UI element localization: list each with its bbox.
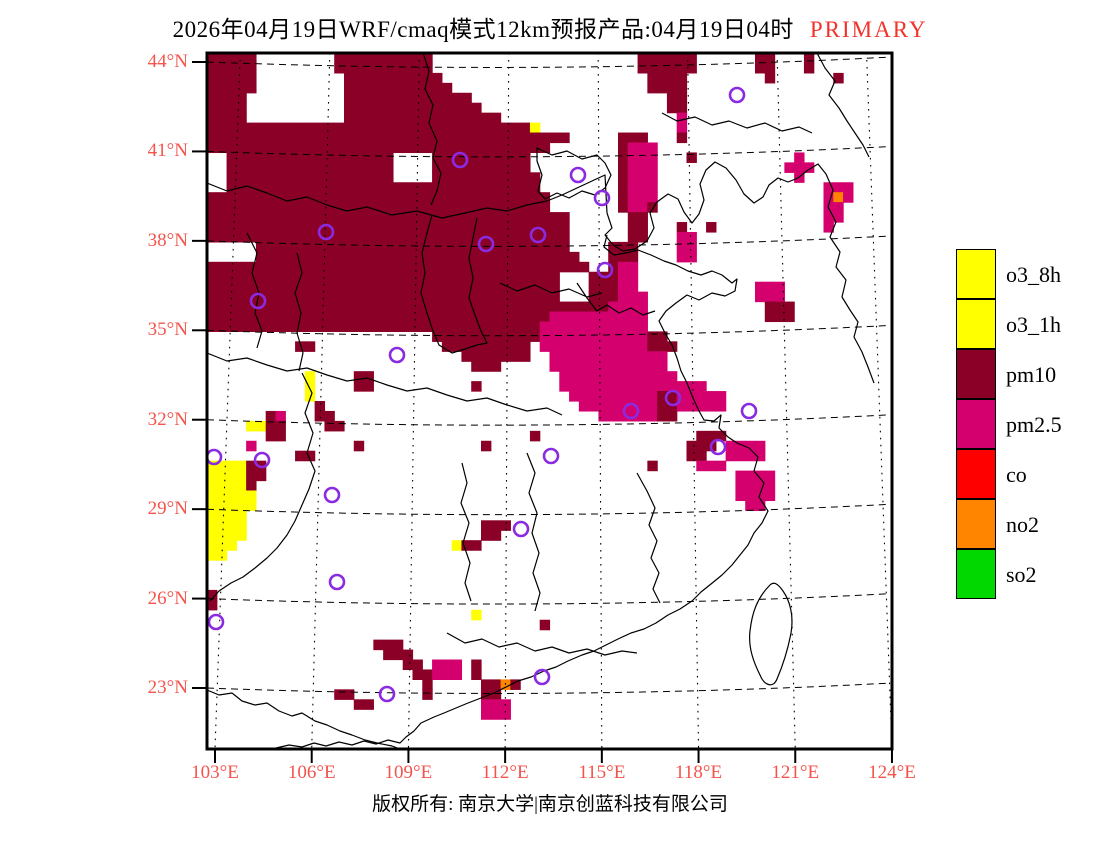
lat-tick-label: 38°N [147,229,188,251]
legend-label: no2 [1006,512,1039,537]
legend-swatch [956,499,996,549]
forecast-title-highlight: PRIMARY [809,17,928,42]
city-marker-circle [253,451,271,469]
legend-swatch [956,449,996,499]
city-marker-circle [317,223,335,241]
axis-ticks [192,61,893,763]
lon-tick-label: 121°E [771,762,820,783]
copyright-text: 版权所有: 南京大学|南京创蓝科技有限公司 [372,794,728,815]
city-marker-circle [569,166,587,184]
city-marker-circle [533,668,551,686]
city-marker-circle [378,685,396,703]
city-marker-circle [740,402,758,420]
city-marker-circle [622,402,640,420]
forecast-map [182,38,912,768]
legend-label: o3_1h [1006,312,1061,337]
legend-swatch [956,299,996,349]
lat-tick-label: 35°N [147,319,188,341]
city-marker-circle [542,447,560,465]
lon-tick-label: 115°E [578,762,626,783]
city-marker-circle [207,613,225,631]
city-marker-circle [451,151,469,169]
city-marker-circle [249,292,267,310]
lon-tick-label: 103°E [191,762,239,783]
legend-label: o3_8h [1006,262,1061,287]
lat-tick-label: 26°N [147,587,188,609]
city-marker-circle [512,520,530,538]
city-marker-circle [477,235,495,253]
city-marker-circle [596,261,614,279]
legend-label: co [1006,462,1027,487]
city-marker-circle [728,86,746,104]
lat-tick-label: 29°N [147,498,188,520]
lon-tick-label: 112°E [481,762,529,783]
lat-tick-label: 23°N [147,677,188,698]
lon-tick-label: 106°E [287,762,336,783]
page-title: 2026年04月19日WRF/cmaq模式12km预报产品:04月19日04时 P… [0,10,1100,44]
lat-tick-label: 44°N [147,51,188,72]
city-marker-circle [529,226,547,244]
city-marker-circle [328,573,346,591]
graticule [207,53,892,749]
legend-swatch [956,549,996,599]
legend-label: pm10 [1006,362,1057,387]
city-marker-circle [593,189,611,207]
legend-label: pm2.5 [1006,412,1062,437]
city-marker-circle [664,389,682,407]
legend-swatch [956,349,996,399]
legend-swatch [956,249,996,299]
lon-tick-label: 109°E [384,762,433,783]
city-marker-circle [709,438,727,456]
forecast-title-text: 2026年04月19日WRF/cmaq模式12km预报产品:04月19日04时 [172,17,794,42]
map-svg [192,51,894,763]
city-marker-circle [323,486,341,504]
map-frame [205,51,894,751]
lat-tick-label: 32°N [147,408,188,430]
city-markers [205,86,758,703]
lon-tick-label: 118°E [675,762,723,783]
lat-tick-label: 41°N [147,140,188,162]
city-marker-circle [388,346,406,364]
pollutant-cells [207,53,854,720]
legend-swatch [956,399,996,449]
lon-tick-label: 124°E [868,762,916,783]
map-boundaries [207,53,875,749]
legend-label: so2 [1006,562,1037,587]
